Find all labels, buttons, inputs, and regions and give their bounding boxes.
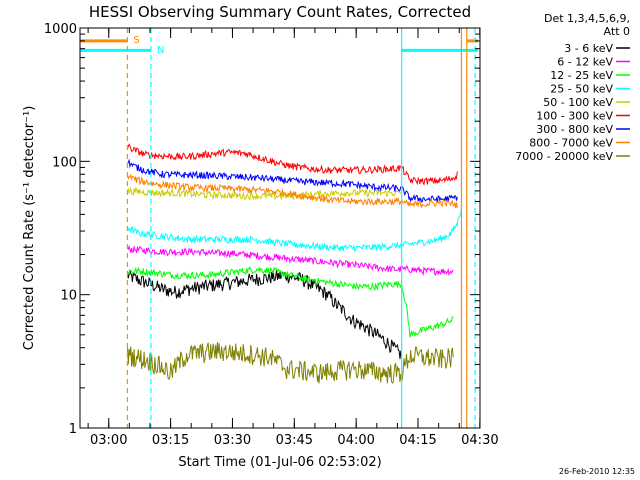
x-tick-label: 03:00 [90,433,127,448]
legend-label-6-12-kev: 6 - 12 keV [557,56,613,69]
series-line-100-300-kev [126,143,458,186]
legend-label-300-800-kev: 300 - 800 keV [536,123,613,136]
y-axis-label: Corrected Count Rate (s⁻¹ detector⁻¹) [22,106,37,351]
x-axis-label: Start Time (01-Jul-06 02:53:02) [178,455,381,470]
marker-label-n: N [157,45,164,56]
y-tick-label: 1000 [44,22,77,37]
plot-area: S N 1 10 100 1000 03:00 03:15 03:30 03:45 04:00 04:… [44,22,499,448]
legend-label-800-7000-kev: 800 - 7000 keV [529,137,613,150]
y-tick-label: 1 [69,422,77,437]
x-tick-label: 03:15 [152,433,189,448]
legend-label-100-300-kev: 100 - 300 keV [536,110,613,123]
legend-label-7000-20000-kev: 7000 - 20000 keV [515,150,613,163]
chart-title: HESSI Observing Summary Count Rates, Cor… [89,3,471,21]
series-line-300-800-kev [126,158,458,203]
x-tick-label: 04:30 [461,433,498,448]
legend-label-3-6-kev: 3 - 6 keV [564,42,613,55]
legend-header-attenuator: Att 0 [604,25,630,38]
legend-label-12-25-kev: 12 - 25 keV [550,69,613,82]
x-tick-label: 04:15 [399,433,436,448]
series-line-800-7000-kev [126,172,458,209]
generated-timestamp: 26-Feb-2010 12:35 [559,467,635,476]
legend-label-50-100-kev: 50 - 100 keV [543,96,613,109]
legend-label-25-50-kev: 25 - 50 keV [550,83,613,96]
x-tick-label: 03:45 [276,433,313,448]
marker-label-s: S [133,35,139,46]
x-tick-label: 03:30 [214,433,251,448]
plot-frame [79,27,481,429]
series-line-25-50-kev [127,210,462,253]
legend-header-detectors: Det 1,3,4,5,6,9, [544,12,630,25]
series-line-6-12-kev [127,244,454,277]
series-line-3-6-kev [126,269,403,360]
series-line-12-25-kev [126,265,454,338]
x-tick-label: 04:00 [337,433,374,448]
y-tick-label: 100 [52,155,77,170]
y-tick-label: 10 [60,289,77,304]
series-line-7000-20000-kev [126,342,454,384]
series-line-50-100-kev [126,186,402,202]
